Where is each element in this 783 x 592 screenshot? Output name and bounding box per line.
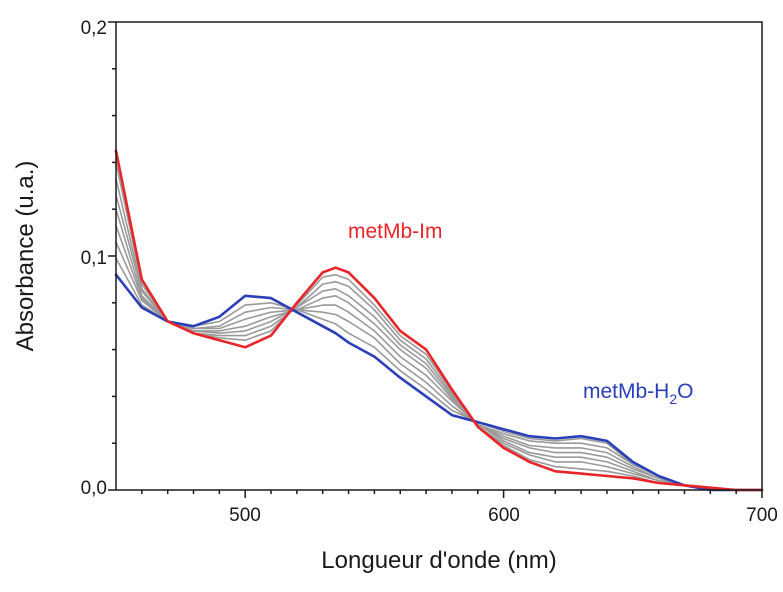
y-tick-label-1: 0,1 <box>81 248 107 269</box>
annotation-metmb-h2o: metMb-H2O <box>583 380 693 407</box>
y-tick-label-2: 0,2 <box>81 18 107 39</box>
intermediate-spectrum-line-4 <box>115 194 763 491</box>
x-tick-label-group: 500 600 700 <box>229 505 778 526</box>
intermediate-spectrum-line-5 <box>115 208 763 491</box>
ticks-layer <box>108 21 763 498</box>
intermediate-spectrum-line-6 <box>115 224 763 491</box>
annotation-h2o-main: metMb-H <box>583 380 669 403</box>
x-tick-label-500: 500 <box>229 505 261 526</box>
x-tick-label-600: 600 <box>488 505 520 526</box>
annotation-h2o-subscript: 2 <box>669 391 677 407</box>
metmb-h2o-spectrum-line <box>114 273 764 492</box>
y-tick-label-group: 0,0 0,1 0,2 <box>81 18 107 499</box>
annotation-metmb-im: metMb-Im <box>348 220 443 243</box>
x-tick-label-700: 700 <box>746 505 778 526</box>
plot-frame <box>115 21 763 491</box>
metmb-im-spectrum-line <box>114 149 764 492</box>
y-tick-label-0: 0,0 <box>81 478 107 499</box>
y-axis-title: Absorbance (u.a.) <box>12 161 39 352</box>
annotation-h2o-tail: O <box>677 380 693 403</box>
intermediate-spectrum-line-7 <box>115 241 763 491</box>
x-axis-title: Longueur d'onde (nm) <box>321 547 556 574</box>
lines-layer <box>114 149 764 492</box>
